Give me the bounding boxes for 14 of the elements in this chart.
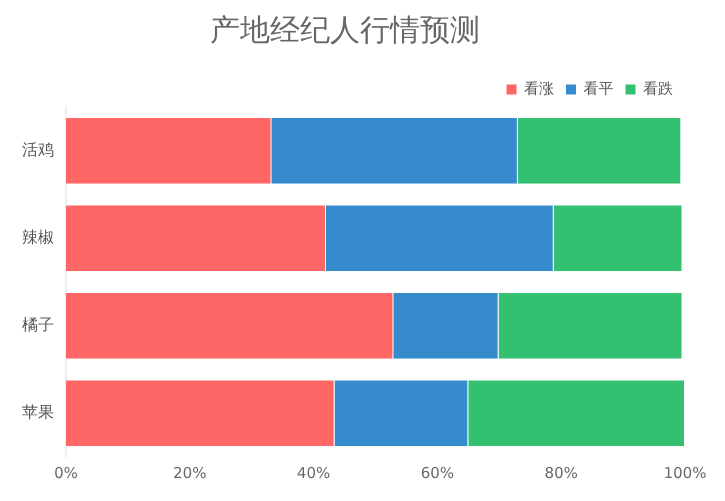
y-tick-label: 活鸡 [22,140,54,159]
x-tick-label: 80% [544,464,578,482]
x-tick-label: 0% [54,464,78,482]
chart-title: 产地经纪人行情预测 [209,12,481,50]
y-tick-label: 辣椒 [22,227,54,246]
y-tick-label: 橘子 [22,314,54,334]
y-tick-label: 苹果 [22,402,54,422]
x-tick-label: 100% [664,464,706,482]
legend-label: 看跌 [643,79,673,98]
x-tick-label: 20% [173,464,206,482]
x-tick-label: 40% [296,464,330,482]
legend-label: 看涨 [524,79,554,98]
legend-label: 看平 [584,79,614,98]
x-tick-label: 60% [420,464,454,482]
